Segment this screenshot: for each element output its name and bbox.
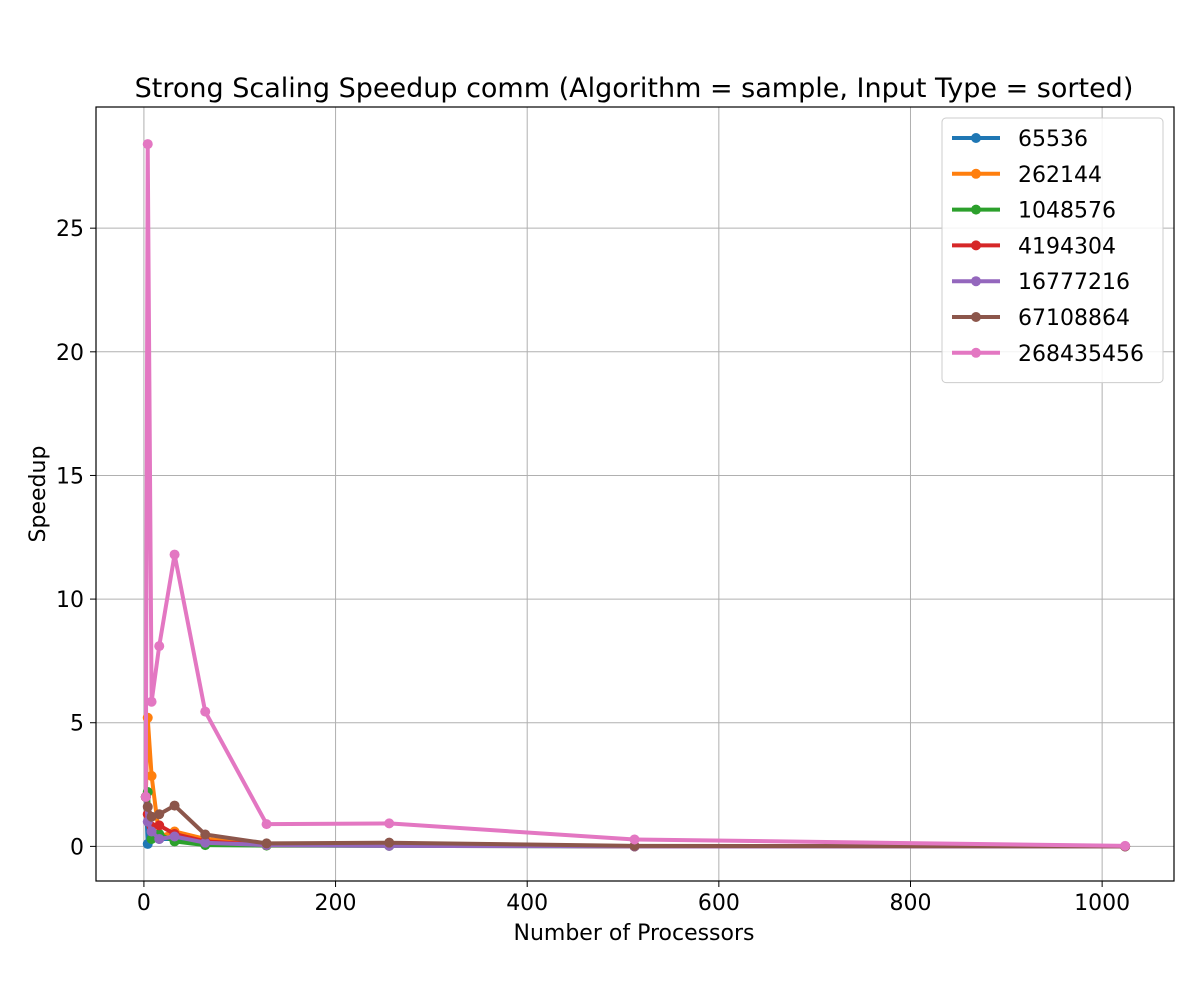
data-point <box>146 826 157 837</box>
data-point <box>146 696 157 707</box>
data-point <box>154 641 165 652</box>
series-line <box>143 794 1128 849</box>
x-tick-label: 0 <box>137 891 151 916</box>
data-point <box>169 831 180 842</box>
legend-marker <box>971 204 981 215</box>
y-axis-label: Speedup <box>26 446 51 543</box>
x-tick-label: 600 <box>698 891 740 916</box>
data-point <box>140 791 151 802</box>
data-point <box>1120 840 1131 851</box>
chart-title: Strong Scaling Speedup comm (Algorithm =… <box>135 73 1134 104</box>
data-point <box>261 838 272 849</box>
data-point <box>154 809 165 820</box>
legend-marker <box>971 312 981 322</box>
legend-label: 1048576 <box>1018 199 1116 224</box>
y-tick-label: 20 <box>56 341 84 366</box>
x-tick-label: 800 <box>889 891 931 916</box>
y-tick-label: 5 <box>70 712 84 737</box>
axis-ticks: 0 200 400 600 800 1000 0 5 10 15 20 25 <box>56 217 1130 916</box>
legend-marker <box>971 133 981 143</box>
data-point <box>154 833 165 844</box>
data-point <box>169 549 180 560</box>
y-tick-label: 15 <box>56 464 84 489</box>
legend-label: 262144 <box>1018 163 1102 188</box>
legend-label: 4194304 <box>1018 234 1116 259</box>
x-axis-label: Number of Processors <box>514 921 755 946</box>
legend-label: 16777216 <box>1018 270 1130 295</box>
data-point <box>154 820 165 831</box>
y-tick-label: 25 <box>56 217 84 242</box>
legend-marker <box>971 276 981 287</box>
data-point <box>384 837 395 848</box>
data-point <box>169 800 180 811</box>
data-point <box>200 837 211 848</box>
plot-series <box>140 139 1131 852</box>
series-262144 <box>140 712 1131 852</box>
legend-marker <box>971 168 981 179</box>
plot-area-frame <box>95 106 1175 882</box>
data-point <box>200 706 211 717</box>
legend: 65536 262144 1048576 4194304 16777216 6710886… <box>941 117 1164 384</box>
x-tick-label: 400 <box>506 891 548 916</box>
data-point <box>146 770 157 781</box>
x-tick-label: 200 <box>315 891 357 916</box>
series-268435456 <box>140 139 1131 851</box>
data-point <box>200 829 211 840</box>
legend-marker <box>971 347 981 358</box>
legend-label: 65536 <box>1018 127 1088 152</box>
legend-label: 268435456 <box>1018 342 1144 367</box>
data-point <box>384 818 395 829</box>
data-point <box>629 834 640 845</box>
legend-label: 67108864 <box>1018 306 1130 331</box>
data-point <box>142 139 153 150</box>
data-point <box>142 801 153 812</box>
data-point <box>261 819 272 830</box>
series-line <box>143 142 1128 848</box>
x-tick-label: 1000 <box>1074 891 1130 916</box>
legend-marker <box>971 240 981 251</box>
data-point <box>146 811 157 822</box>
y-tick-label: 0 <box>70 835 84 860</box>
y-tick-label: 10 <box>56 588 84 613</box>
series-line <box>143 715 1128 849</box>
